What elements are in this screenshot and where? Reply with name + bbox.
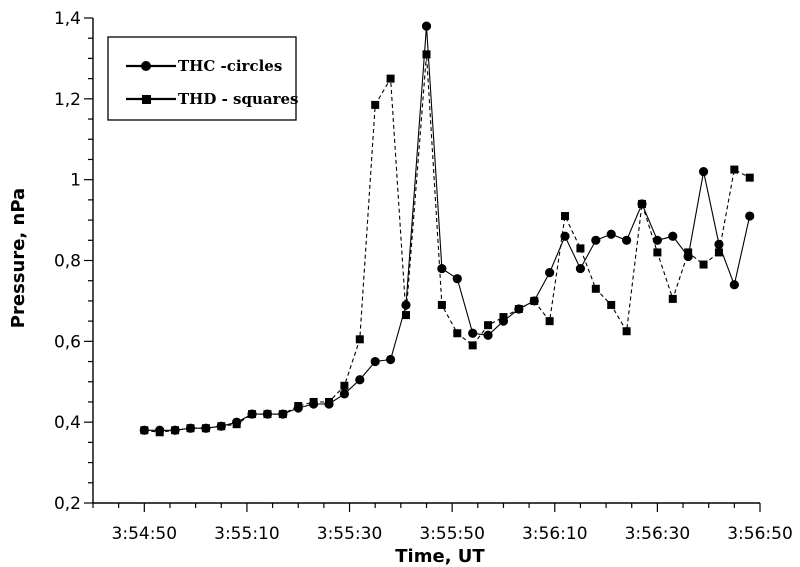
data-point-circle (339, 389, 350, 399)
legend-label-thd: THD - squares (178, 90, 298, 108)
data-point-circle (714, 239, 724, 249)
data-point-circle (575, 263, 586, 274)
data-point-square (232, 420, 241, 429)
legend-entry-thc: THC -circles (126, 57, 282, 75)
data-point-circle (668, 231, 678, 241)
x-axis-ticks: 3:54:50 3:55:10 3:55:30 3:55:50 3:56:10 3:56:… (92, 503, 793, 544)
data-point-circle (468, 328, 478, 338)
data-point-square (248, 410, 257, 419)
y-axis-title: Pressure, nPa (8, 188, 29, 328)
data-point-square (514, 305, 523, 313)
x-tick-label: 3:56:30 (625, 524, 691, 544)
data-point-circle (606, 229, 616, 239)
y-tick-label: 1,2 (54, 90, 81, 110)
x-tick-label: 3:55:30 (317, 524, 383, 544)
data-point-circle (385, 354, 396, 365)
data-point-circle (483, 330, 493, 340)
data-point-square (278, 410, 287, 419)
data-point-square (155, 428, 164, 437)
data-point-square (653, 248, 662, 257)
data-point-circle (545, 268, 555, 278)
x-tick-label: 3:55:10 (214, 524, 280, 544)
x-tick-label: 3:56:10 (522, 524, 588, 544)
data-point-square (561, 212, 570, 221)
data-point-circle (401, 300, 411, 310)
y-tick-label: 0,8 (54, 252, 81, 272)
series-line (144, 26, 751, 431)
data-point-circle (355, 375, 365, 385)
data-point-square (499, 313, 508, 322)
data-point-square (607, 300, 616, 309)
data-point-square (453, 329, 462, 338)
data-point-square (668, 294, 677, 303)
x-tick-label: 3:56:50 (727, 524, 793, 544)
data-point-square (699, 260, 708, 269)
data-point-square (714, 248, 723, 257)
data-point-square (263, 410, 272, 419)
data-point-circle (745, 211, 755, 221)
data-point-square (530, 296, 539, 305)
legend-circle-marker (141, 61, 151, 71)
data-point-square (201, 424, 210, 433)
data-point-square (401, 311, 410, 320)
data-point-square (325, 397, 334, 406)
data-point-square (684, 248, 693, 257)
data-point-square (576, 244, 585, 253)
legend: THC -circles THD - squares (107, 36, 298, 121)
data-point-square (545, 317, 554, 326)
data-point-square (468, 341, 477, 350)
data-point-circle (698, 166, 709, 177)
data-point-square (340, 381, 349, 390)
y-tick-label: 0,6 (54, 332, 81, 352)
data-point-square (371, 100, 380, 109)
y-axis-ticks: 0,2 0,4 0,6 0,8 1 1,2 1,4 (54, 9, 93, 514)
data-point-square (386, 74, 395, 83)
data-point-circle (622, 235, 632, 245)
series-line (144, 54, 750, 433)
y-tick-label: 0,2 (54, 494, 81, 514)
data-point-square (294, 402, 303, 410)
y-tick-label: 1,4 (54, 9, 81, 29)
x-tick-label: 3:55:50 (419, 524, 485, 544)
data-point-square (171, 426, 180, 435)
data-point-square (437, 300, 446, 309)
y-tick-label: 0,4 (54, 413, 81, 433)
data-point-square (140, 426, 149, 435)
data-point-square (622, 327, 631, 336)
series-thd (140, 50, 754, 437)
data-point-square (217, 422, 226, 431)
legend-box (107, 36, 297, 121)
data-point-circle (729, 280, 739, 290)
data-point-square (730, 165, 739, 174)
data-point-square (637, 199, 646, 208)
legend-label-thc: THC -circles (178, 57, 282, 75)
data-point-circle (421, 21, 432, 31)
x-tick-label: 3:54:50 (112, 524, 178, 544)
series-layer (139, 21, 755, 437)
data-point-square (422, 50, 431, 59)
data-point-square (355, 335, 364, 344)
x-axis-title: Time, UT (395, 546, 485, 567)
data-point-circle (452, 274, 462, 284)
legend-entry-thd: THD - squares (126, 90, 298, 108)
data-point-square (309, 397, 318, 406)
y-tick-label: 1 (70, 171, 81, 191)
data-point-circle (370, 356, 380, 367)
data-point-square (186, 424, 195, 433)
data-point-circle (652, 235, 662, 245)
legend-square-marker (142, 95, 151, 104)
data-point-square (745, 173, 754, 182)
data-point-circle (591, 235, 601, 245)
data-point-square (591, 284, 600, 293)
data-point-square (484, 321, 493, 330)
data-point-circle (437, 263, 447, 274)
